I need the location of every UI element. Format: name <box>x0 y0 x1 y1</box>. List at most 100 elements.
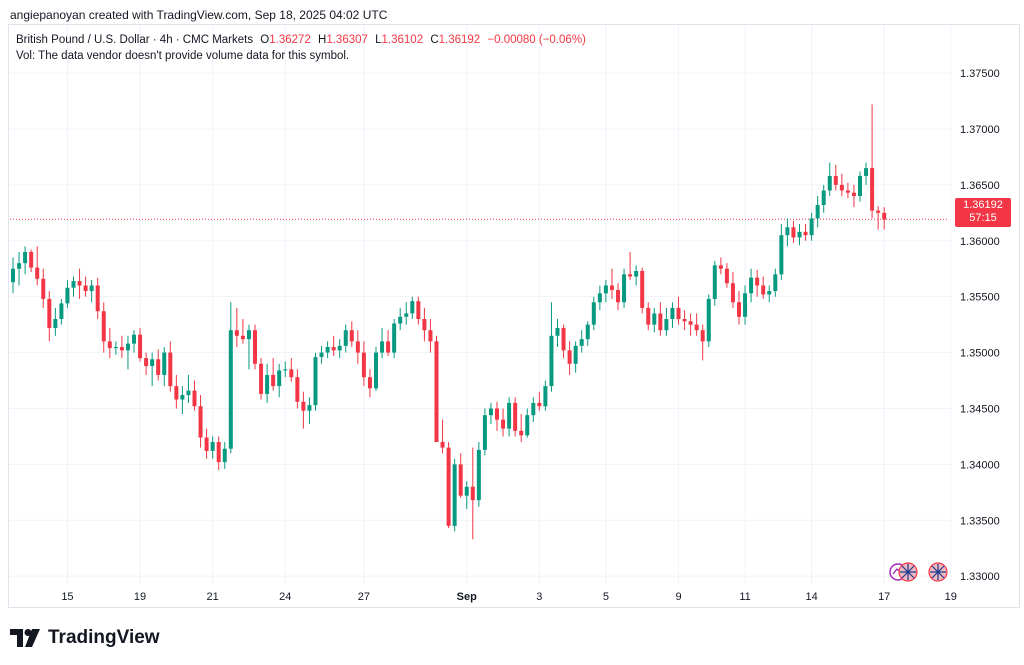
uk-flag-icon[interactable] <box>898 562 918 582</box>
candle-body[interactable] <box>53 319 58 328</box>
candle-body[interactable] <box>827 175 832 191</box>
tradingview-brand[interactable]: TradingView <box>10 626 160 650</box>
candle-body[interactable] <box>488 408 493 416</box>
candle-body[interactable] <box>301 401 306 411</box>
candle-body[interactable] <box>845 190 850 193</box>
candle-body[interactable] <box>537 402 542 407</box>
candle-body[interactable] <box>864 168 869 176</box>
candle-body[interactable] <box>640 270 645 308</box>
candle-body[interactable] <box>89 285 94 292</box>
candle-body[interactable] <box>470 486 475 501</box>
candle-body[interactable] <box>609 285 614 290</box>
candle-body[interactable] <box>440 442 445 448</box>
candle-body[interactable] <box>77 281 82 286</box>
candle-body[interactable] <box>567 350 572 364</box>
candle-body[interactable] <box>392 323 397 353</box>
candle-body[interactable] <box>543 386 548 407</box>
candle-body[interactable] <box>240 335 245 340</box>
candle-body[interactable] <box>125 343 130 351</box>
candle-body[interactable] <box>192 390 197 407</box>
candle-body[interactable] <box>513 402 518 431</box>
candle-body[interactable] <box>180 395 185 400</box>
candle-body[interactable] <box>809 218 814 236</box>
candle-body[interactable] <box>549 335 554 387</box>
candle-body[interactable] <box>398 316 403 324</box>
candle-body[interactable] <box>652 313 657 325</box>
candle-body[interactable] <box>464 486 469 496</box>
candle-body[interactable] <box>138 334 143 359</box>
candle-body[interactable] <box>168 352 173 387</box>
candle-body[interactable] <box>234 330 239 336</box>
candle-body[interactable] <box>11 268 15 283</box>
candle-body[interactable] <box>404 313 409 317</box>
candle-body[interactable] <box>495 408 499 420</box>
symbol-label[interactable]: British Pound / U.S. Dollar · 4h · CMC M… <box>16 34 254 46</box>
candle-body[interactable] <box>29 251 34 268</box>
candle-body[interactable] <box>222 448 227 463</box>
candle-body[interactable] <box>349 330 354 342</box>
candle-body[interactable] <box>283 369 288 371</box>
candle-body[interactable] <box>410 301 415 314</box>
candle-body[interactable] <box>101 311 106 342</box>
candle-body[interactable] <box>210 442 215 451</box>
candle-body[interactable] <box>174 386 179 400</box>
candle-body[interactable] <box>658 313 663 331</box>
candle-body[interactable] <box>452 464 457 526</box>
candle-body[interactable] <box>422 319 427 331</box>
candle-body[interactable] <box>579 339 584 346</box>
candle-body[interactable] <box>779 235 784 275</box>
candle-body[interactable] <box>23 251 28 264</box>
candle-body[interactable] <box>132 334 136 344</box>
candle-body[interactable] <box>634 270 639 277</box>
candle-body[interactable] <box>162 352 167 375</box>
candle-body[interactable] <box>833 175 838 185</box>
candle-body[interactable] <box>718 265 723 269</box>
candle-body[interactable] <box>216 442 221 463</box>
candle-body[interactable] <box>428 330 433 342</box>
candle-body[interactable] <box>591 302 596 325</box>
candle-body[interactable] <box>119 346 124 351</box>
candle-body[interactable] <box>271 374 276 387</box>
candle-body[interactable] <box>803 231 808 236</box>
candle-body[interactable] <box>204 437 209 451</box>
candle-body[interactable] <box>416 301 421 320</box>
candle-body[interactable] <box>821 190 826 205</box>
candle-body[interactable] <box>386 341 391 353</box>
candle-body[interactable] <box>41 278 46 299</box>
candle-body[interactable] <box>253 330 257 364</box>
candle-body[interactable] <box>694 324 699 331</box>
candle-body[interactable] <box>482 415 487 450</box>
candle-body[interactable] <box>501 419 506 429</box>
candle-body[interactable] <box>761 285 766 295</box>
candle-body[interactable] <box>682 319 687 322</box>
candle-body[interactable] <box>664 319 669 331</box>
candle-body[interactable] <box>265 374 270 394</box>
candle-body[interactable] <box>367 377 372 389</box>
candle-body[interactable] <box>434 341 439 443</box>
candle-body[interactable] <box>706 298 711 342</box>
candle-body[interactable] <box>561 327 566 351</box>
candle-body[interactable] <box>646 307 651 325</box>
us-flag-icon[interactable] <box>928 562 948 582</box>
candle-body[interactable] <box>325 346 330 353</box>
candle-body[interactable] <box>851 192 856 197</box>
candle-body[interactable] <box>113 346 118 349</box>
candle-body[interactable] <box>773 274 778 292</box>
candle-body[interactable] <box>519 430 524 436</box>
candle-body[interactable] <box>65 287 70 304</box>
candle-body[interactable] <box>755 277 760 286</box>
candle-body[interactable] <box>507 402 512 429</box>
candle-body[interactable] <box>737 302 741 317</box>
candle-body[interactable] <box>616 289 620 303</box>
candle-body[interactable] <box>446 447 451 526</box>
candle-body[interactable] <box>47 298 52 328</box>
candle-body[interactable] <box>603 285 608 294</box>
candle-body[interactable] <box>337 345 342 351</box>
candle-body[interactable] <box>525 415 530 436</box>
candle-body[interactable] <box>295 377 300 402</box>
candle-body[interactable] <box>289 369 294 378</box>
candle-body[interactable] <box>712 265 717 299</box>
candle-body[interactable] <box>198 406 203 438</box>
candle-body[interactable] <box>361 352 366 378</box>
candle-body[interactable] <box>791 227 796 238</box>
